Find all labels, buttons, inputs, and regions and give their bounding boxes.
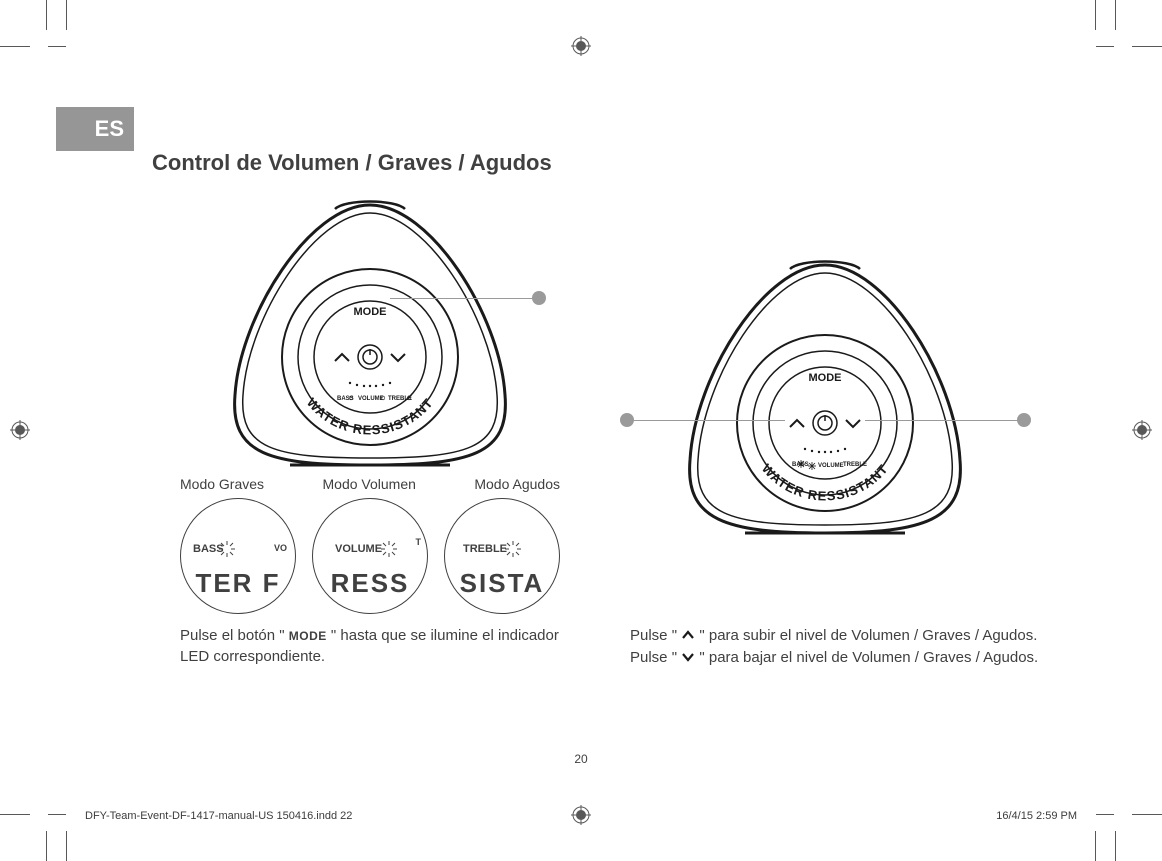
caption-right-dn-b: " para bajar el nivel de Volumen / Grave… bbox=[695, 649, 1038, 666]
speaker-diagram-left: MODE BASS VOLUME TREBLE WATER RESSISTANT bbox=[220, 195, 520, 470]
caption-right-dn-a: Pulse " bbox=[630, 649, 681, 666]
registration-mark-icon bbox=[1132, 420, 1152, 440]
label-bass: Modo Graves bbox=[180, 476, 264, 492]
crop-mark bbox=[0, 46, 30, 47]
chevron-up-icon bbox=[681, 628, 695, 642]
mode-labels-row: Modo Graves Modo Volumen Modo Agudos bbox=[180, 476, 560, 492]
crop-mark bbox=[1096, 814, 1114, 815]
chevron-down-icon bbox=[681, 650, 695, 664]
crop-mark bbox=[66, 0, 67, 30]
svg-text:BASS: BASS bbox=[337, 396, 354, 402]
detail-arc-3: SISTA bbox=[445, 568, 559, 599]
section-title: Control de Volumen / Graves / Agudos bbox=[152, 150, 552, 176]
detail-treble-word: TREBLE bbox=[463, 543, 507, 555]
caption-mode-word: MODE bbox=[289, 629, 327, 643]
detail-t: T bbox=[416, 537, 422, 547]
left-column: MODE BASS VOLUME TREBLE WATER RESSISTANT… bbox=[170, 195, 570, 614]
crop-mark bbox=[1115, 831, 1116, 861]
svg-text:VOLUME: VOLUME bbox=[358, 396, 384, 402]
page-number: 20 bbox=[0, 752, 1162, 766]
crop-mark bbox=[0, 814, 30, 815]
mode-label: MODE bbox=[354, 306, 387, 318]
detail-bass-word: BASS bbox=[193, 543, 224, 555]
detail-circles-row: BASS VO TER F VOLUME T RESS TREBLE SISTA bbox=[180, 498, 560, 614]
svg-text:VOLUME: VOLUME bbox=[818, 463, 844, 469]
callout-line-right bbox=[865, 420, 1020, 421]
callout-line bbox=[390, 298, 535, 299]
registration-mark-icon bbox=[571, 805, 591, 825]
label-treble: Modo Agudos bbox=[474, 476, 560, 492]
detail-volume: VOLUME T RESS bbox=[312, 498, 428, 614]
crop-mark bbox=[1115, 0, 1116, 30]
crop-mark bbox=[1095, 0, 1096, 30]
right-column: MODE BASS VOLUME TREBLE WATER RESSISTANT bbox=[620, 255, 1080, 540]
crop-mark bbox=[46, 0, 47, 30]
svg-text:BASS: BASS bbox=[792, 462, 809, 468]
crop-mark bbox=[1095, 831, 1096, 861]
detail-vo: VO bbox=[274, 543, 287, 553]
detail-volume-word: VOLUME bbox=[335, 543, 382, 555]
crop-mark bbox=[48, 814, 66, 815]
callout-dot bbox=[532, 291, 546, 305]
detail-bass: BASS VO TER F bbox=[180, 498, 296, 614]
caption-right: Pulse " " para subir el nivel de Volumen… bbox=[630, 625, 1050, 669]
caption-right-up-b: " para subir el nivel de Volumen / Grave… bbox=[695, 627, 1037, 644]
crop-mark bbox=[1132, 46, 1162, 47]
label-volume: Modo Volumen bbox=[323, 476, 416, 492]
detail-arc-1: TER F bbox=[181, 568, 295, 599]
svg-text:TREBLE: TREBLE bbox=[388, 396, 412, 402]
registration-mark-icon bbox=[10, 420, 30, 440]
caption-right-up-a: Pulse " bbox=[630, 627, 681, 644]
detail-treble: TREBLE SISTA bbox=[444, 498, 560, 614]
language-tab: ES bbox=[56, 107, 134, 151]
caption-left-a: Pulse el botón " bbox=[180, 627, 289, 644]
registration-mark-icon bbox=[571, 36, 591, 56]
crop-mark bbox=[66, 831, 67, 861]
svg-text:MODE: MODE bbox=[809, 372, 842, 384]
callout-dot-right bbox=[1017, 413, 1031, 427]
crop-mark bbox=[46, 831, 47, 861]
svg-text:TREBLE: TREBLE bbox=[843, 462, 867, 468]
caption-left: Pulse el botón " MODE " hasta que se ilu… bbox=[180, 625, 570, 667]
footer-date: 16/4/15 2:59 PM bbox=[996, 810, 1077, 822]
crop-mark bbox=[1096, 46, 1114, 47]
detail-arc-2: RESS bbox=[313, 568, 427, 599]
callout-dot-left bbox=[620, 413, 634, 427]
speaker-diagram-right: MODE BASS VOLUME TREBLE WATER RESSISTANT bbox=[675, 255, 975, 540]
callout-line-left bbox=[630, 420, 785, 421]
crop-mark bbox=[48, 46, 66, 47]
crop-mark bbox=[1132, 814, 1162, 815]
footer-filename: DFY-Team-Event-DF-1417-manual-US 150416.… bbox=[85, 810, 352, 822]
